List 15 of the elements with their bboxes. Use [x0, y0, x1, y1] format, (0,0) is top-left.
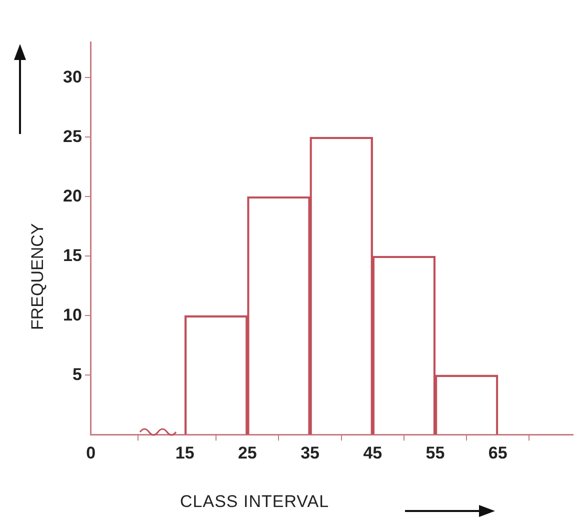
x-tick-label: 15 — [175, 443, 194, 462]
y-axis-title: FREQUENCY — [28, 223, 48, 330]
y-tick-label: 15 — [62, 246, 82, 265]
x-tick-label: 45 — [363, 443, 382, 462]
y-tick-label: 30 — [62, 67, 82, 86]
x-tick-label: 25 — [238, 443, 257, 462]
x-tick-label: 65 — [488, 443, 508, 462]
x-tick-label: 35 — [300, 443, 320, 462]
x-tick-label: 55 — [426, 443, 445, 462]
y-tick-label: 10 — [62, 305, 82, 324]
x-tick-label: 0 — [86, 443, 96, 462]
x-axis-title: CLASS INTERVAL — [180, 492, 330, 512]
y-tick-label: 25 — [62, 126, 82, 146]
y-tick-label: 20 — [62, 186, 82, 206]
y-tick-label: 5 — [72, 364, 82, 384]
